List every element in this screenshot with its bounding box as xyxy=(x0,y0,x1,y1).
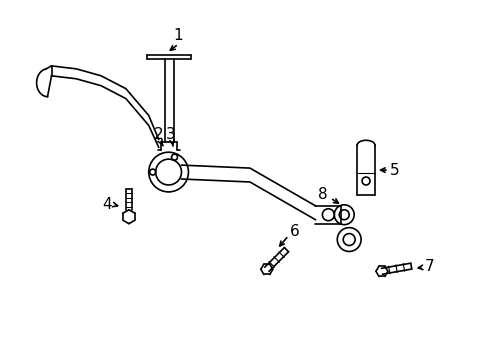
Text: 7: 7 xyxy=(424,259,433,274)
Text: 3: 3 xyxy=(165,127,175,142)
Text: 4: 4 xyxy=(102,197,112,212)
Text: 1: 1 xyxy=(173,28,183,43)
Text: 6: 6 xyxy=(289,224,299,239)
Text: 8: 8 xyxy=(317,188,326,202)
Text: 5: 5 xyxy=(389,163,399,177)
Text: 2: 2 xyxy=(154,127,163,142)
